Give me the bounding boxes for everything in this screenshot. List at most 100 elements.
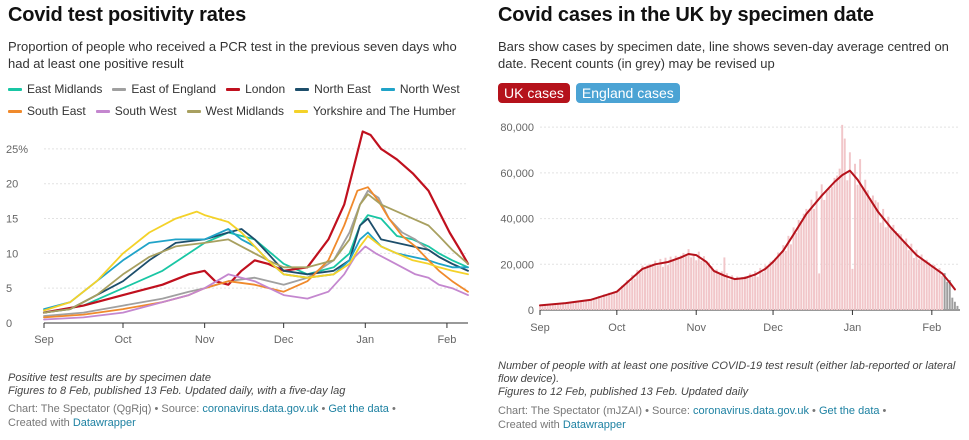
case-bar [851, 268, 854, 310]
case-bar [654, 260, 657, 310]
case-bar [633, 278, 636, 310]
left-source-link[interactable]: coronavirus.data.gov.uk [202, 403, 319, 415]
case-bar [638, 272, 641, 310]
provisional-case-bar [951, 297, 954, 310]
case-bar [777, 252, 780, 310]
case-bar [805, 208, 808, 310]
case-bar [585, 299, 588, 310]
legend-item-west-midlands: West Midlands [186, 104, 284, 118]
right-source-link[interactable]: coronavirus.data.gov.uk [693, 405, 809, 417]
legend-item-south-west: South West [95, 104, 177, 118]
case-bar [677, 256, 680, 310]
case-bar [736, 276, 739, 310]
cases-panel: Covid cases in the UK by specimen date B… [490, 0, 969, 440]
legend-label: South West [114, 104, 177, 118]
case-bar [751, 277, 754, 310]
case-bar [700, 260, 703, 310]
case-bar [818, 273, 821, 310]
case-bar [705, 261, 708, 310]
case-bar [582, 300, 585, 310]
case-bar [741, 276, 744, 310]
case-bar [938, 268, 941, 310]
x-tick-label: Jan [844, 322, 862, 334]
case-bar [567, 303, 570, 310]
case-bar [574, 300, 577, 310]
left-datawrapper-link[interactable]: Datawrapper [72, 417, 136, 429]
case-bar [572, 302, 575, 310]
left-notes: Positive test results are by specimen da… [8, 372, 345, 398]
case-bar [782, 245, 785, 310]
case-bar [920, 254, 923, 310]
left-credit-prefix: Chart: The Spectator (QgRjq) • Source: [8, 403, 203, 415]
right-credit-sep: • [808, 405, 819, 417]
case-bar [887, 216, 890, 310]
case-bar [603, 294, 605, 310]
legend-item-north-west: North West [380, 82, 460, 96]
case-bar [725, 273, 728, 310]
case-bar [918, 259, 920, 310]
case-bar [910, 243, 913, 310]
case-bar [941, 276, 944, 310]
case-bar [833, 177, 836, 310]
case-bar [892, 224, 895, 310]
right-note-2: Figures to 12 Feb, published 13 Feb. Upd… [498, 386, 749, 398]
case-bar [597, 296, 600, 310]
case-bar [933, 264, 936, 310]
case-bar [830, 186, 833, 310]
uk-cases-pill[interactable]: UK cases [498, 83, 570, 103]
legend-item-south-east: South East [8, 104, 86, 118]
left-get-data-link[interactable]: Get the data [328, 403, 389, 415]
case-bar [659, 258, 662, 310]
left-chart-title: Covid test positivity rates [8, 4, 246, 26]
left-note-1: Positive test results are by specimen da… [8, 372, 211, 384]
case-bar [541, 304, 544, 310]
case-bar [549, 304, 552, 310]
x-tick-label: Feb [922, 322, 941, 334]
right-credit: Chart: The Spectator (mJZAI) • Source: c… [498, 404, 886, 432]
x-tick-label: Nov [686, 322, 706, 334]
case-bar [692, 255, 695, 310]
case-bar [628, 282, 631, 310]
case-bar [733, 279, 736, 310]
case-bar [800, 220, 803, 310]
case-bar [667, 265, 670, 310]
case-bar [874, 200, 877, 310]
case-bar [838, 168, 841, 310]
x-tick-label: Jan [356, 334, 374, 346]
case-bar [569, 301, 572, 310]
case-bar [907, 250, 910, 310]
case-bar [746, 277, 749, 310]
left-credit-sep: • [318, 403, 329, 415]
case-bar [554, 303, 557, 310]
case-bar [779, 254, 782, 310]
case-bar [595, 298, 598, 310]
case-bar [738, 277, 741, 310]
left-chart-subtitle: Proportion of people who received a PCR … [8, 39, 457, 71]
case-bar [923, 260, 926, 310]
cases-toggle-pills: UK cases England cases [498, 83, 686, 103]
legend-swatch [380, 88, 395, 92]
provisional-case-bar [943, 273, 946, 310]
y-tick-label: 0 [528, 305, 534, 317]
case-bar [651, 264, 654, 310]
case-bar [823, 199, 826, 310]
right-get-data-link[interactable]: Get the data [818, 405, 880, 417]
case-bar [764, 265, 767, 310]
x-tick-label: Nov [195, 334, 215, 346]
case-bar [685, 255, 687, 310]
england-cases-pill[interactable]: England cases [575, 83, 680, 103]
case-bar [544, 305, 547, 310]
case-bar [813, 208, 815, 310]
case-bar [859, 159, 862, 310]
x-tick-label: Oct [608, 322, 625, 334]
x-tick-label: Sep [530, 322, 550, 334]
right-datawrapper-link[interactable]: Datawrapper [562, 419, 626, 431]
case-bar [720, 271, 723, 310]
legend-item-london: London [226, 82, 285, 96]
x-tick-label: Oct [114, 334, 131, 346]
x-tick-label: Dec [274, 334, 294, 346]
legend-swatch [295, 88, 310, 92]
case-bar [605, 295, 608, 310]
provisional-case-bar [948, 280, 951, 310]
cases-bar-chart: 0 20,000 40,000 60,000 80,000 Sep Oct Nov Dec Jan… [500, 122, 960, 334]
